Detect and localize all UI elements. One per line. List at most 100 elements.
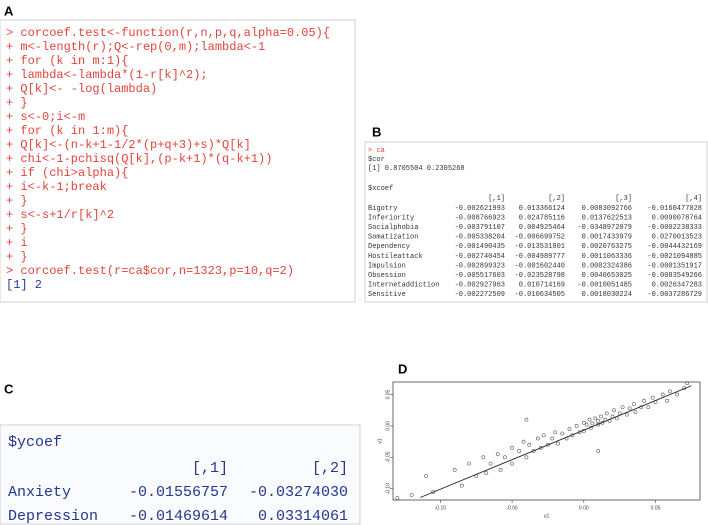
row-name: Hostileattack bbox=[368, 253, 423, 261]
point bbox=[535, 436, 540, 441]
plot-frame bbox=[392, 381, 701, 501]
point bbox=[587, 417, 592, 422]
point bbox=[574, 424, 579, 428]
point bbox=[590, 421, 595, 426]
cell: -0.002621993 bbox=[455, 205, 505, 213]
point bbox=[409, 493, 414, 497]
column-header: [,3] bbox=[615, 195, 632, 203]
x-tick-label: 0.00 bbox=[579, 505, 589, 511]
code-line: + for (k in m:1){ bbox=[6, 54, 128, 68]
cell: 0.013366124 bbox=[519, 205, 565, 213]
cell: -0.0001351917 bbox=[647, 262, 702, 270]
code-line: + } bbox=[6, 222, 28, 236]
point bbox=[481, 455, 486, 460]
code-line: + for (k in 1:m){ bbox=[6, 124, 128, 138]
cell: -0.0044432169 bbox=[647, 243, 702, 251]
cell: -0.001602440 bbox=[515, 262, 565, 270]
cell: 0.0137622513 bbox=[582, 214, 632, 222]
panel-a-box bbox=[0, 19, 356, 303]
point bbox=[510, 446, 514, 450]
point bbox=[502, 455, 507, 460]
point bbox=[620, 405, 625, 410]
code-line: + chi<-1-pchisq(Q[k],(p-k+1)*(q-k+1)) bbox=[6, 152, 272, 166]
cell: -0.001490435 bbox=[455, 243, 505, 251]
code-line: + Q[k]<- -log(lambda) bbox=[6, 82, 157, 96]
x-tick-label: -0.10 bbox=[435, 505, 447, 511]
x-axis-label: u1 bbox=[544, 513, 550, 519]
cell: 0.0002324386 bbox=[582, 262, 632, 270]
point bbox=[667, 389, 672, 394]
cell: -0.002740454 bbox=[455, 253, 505, 261]
cell: -0.023528798 bbox=[515, 272, 565, 280]
cell: -0.002272509 bbox=[455, 291, 505, 299]
cell: -0.010634505 bbox=[515, 291, 565, 299]
y-tick-label: 0.05 bbox=[385, 389, 391, 399]
row-name: Socialphobia bbox=[368, 224, 418, 232]
cell: 0.0270013523 bbox=[652, 234, 702, 242]
point bbox=[633, 410, 638, 415]
point bbox=[553, 430, 558, 435]
code-line: + } bbox=[6, 250, 28, 264]
code-line: > corcoef.test(r=ca$cor,n=1323,p=10,q=2) bbox=[6, 264, 294, 278]
y-tick-label: 0.00 bbox=[385, 421, 391, 431]
cell: 0.0090078764 bbox=[652, 214, 702, 222]
cell: -0.002899323 bbox=[455, 262, 505, 270]
row-name: Internetaddiction bbox=[368, 282, 439, 290]
point bbox=[665, 398, 669, 403]
panel-b-box bbox=[364, 141, 708, 303]
point bbox=[581, 420, 586, 425]
cell: 0.0040653025 bbox=[582, 272, 632, 280]
cell: 0.024785116 bbox=[519, 214, 565, 222]
point bbox=[675, 392, 679, 397]
y-tick-label: -0.05 bbox=[385, 451, 391, 463]
code-line: + s<-0;i<-m bbox=[6, 110, 85, 124]
code-line: + } bbox=[6, 194, 28, 208]
cell: -0.008766923 bbox=[455, 214, 505, 222]
code-line: + m<-length(r);Q<-rep(0,m);lambda<-1 bbox=[6, 40, 265, 54]
point bbox=[596, 419, 601, 423]
point bbox=[593, 416, 598, 421]
row-name: Bigotry bbox=[368, 205, 397, 213]
x-tick-label: 0.05 bbox=[651, 505, 661, 511]
cell: -0.013531801 bbox=[515, 243, 565, 251]
panel-label: D bbox=[398, 361, 407, 376]
point bbox=[524, 417, 529, 422]
point bbox=[495, 452, 500, 457]
cell: -0.005517603 bbox=[455, 272, 505, 280]
point bbox=[550, 436, 555, 441]
point bbox=[650, 395, 655, 400]
y-axis-label: v1 bbox=[377, 438, 383, 444]
row-name: Impulsion bbox=[368, 262, 406, 270]
cell: -0.01556757 bbox=[129, 484, 228, 501]
output: $xcoef bbox=[368, 185, 393, 193]
cell: -0.005338204 bbox=[455, 234, 505, 242]
output: [1] 0.8705504 0.2305268 bbox=[368, 165, 465, 173]
command: > ca bbox=[368, 147, 385, 155]
cell: -0.0021094885 bbox=[647, 253, 702, 261]
cell: 0.0026347283 bbox=[652, 282, 702, 290]
output: $ycoef bbox=[8, 434, 62, 451]
point bbox=[510, 461, 514, 466]
point bbox=[584, 422, 589, 427]
code-output: [1] 2 bbox=[6, 278, 42, 292]
point bbox=[632, 402, 636, 406]
point bbox=[624, 412, 629, 417]
code-line: + Q[k]<-(n-k+1-1/2*(p+q+3)+s)*Q[k] bbox=[6, 138, 251, 152]
cell: -0.004989777 bbox=[515, 253, 565, 261]
code-line: + if (chi>alpha){ bbox=[6, 166, 128, 180]
cell: 0.0020763275 bbox=[582, 243, 632, 251]
output: $cor bbox=[368, 156, 385, 164]
column-header: [,2] bbox=[312, 460, 348, 477]
code-line: + lambda<-lambda*(1-r[k]^2); bbox=[6, 68, 208, 82]
point bbox=[395, 496, 400, 501]
cell: -0.0160477028 bbox=[647, 205, 702, 213]
cell: -0.003791107 bbox=[455, 224, 505, 232]
code-line: + } bbox=[6, 96, 28, 110]
cell: -0.0083549266 bbox=[647, 272, 702, 280]
code-line: + i<-k-1;break bbox=[6, 180, 107, 194]
cell: -0.01469614 bbox=[129, 508, 228, 525]
cell: 0.0083092766 bbox=[582, 205, 632, 213]
cell: 0.0011063336 bbox=[582, 253, 632, 261]
point bbox=[627, 406, 632, 411]
